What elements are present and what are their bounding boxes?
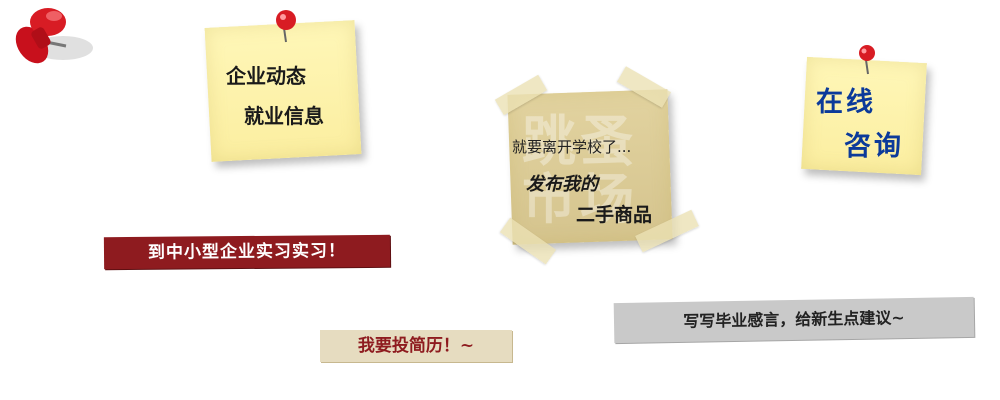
note-market-line2[interactable]: 二手商品 (576, 200, 652, 227)
banner-resume-label: 我要投简历！~ (320, 330, 512, 362)
note-consult-line1[interactable]: 在线 (816, 80, 876, 119)
banner-graduation-label: 写写毕业感言，给新生点建议~ (614, 297, 975, 343)
note-market-title[interactable]: 就要离开学校了... (512, 136, 631, 157)
banner-resume[interactable]: 我要投简历！~ (320, 330, 512, 362)
pushpin-icon (270, 6, 304, 46)
banner-graduation[interactable]: 写写毕业感言，给新生点建议~ (614, 297, 975, 343)
pushpin-icon (852, 42, 882, 78)
note-market-line1[interactable]: 发布我的 (526, 170, 598, 196)
note-news-line2[interactable]: 就业信息 (244, 100, 324, 129)
note-news-line1[interactable]: 企业动态 (226, 60, 306, 89)
pushpin-icon (8, 0, 98, 90)
note-consult-line2[interactable]: 咨询 (844, 124, 904, 163)
banner-internship-label: 到中小型企业实习实习！ (104, 235, 390, 269)
banner-internship[interactable]: 到中小型企业实习实习！ (104, 235, 390, 269)
